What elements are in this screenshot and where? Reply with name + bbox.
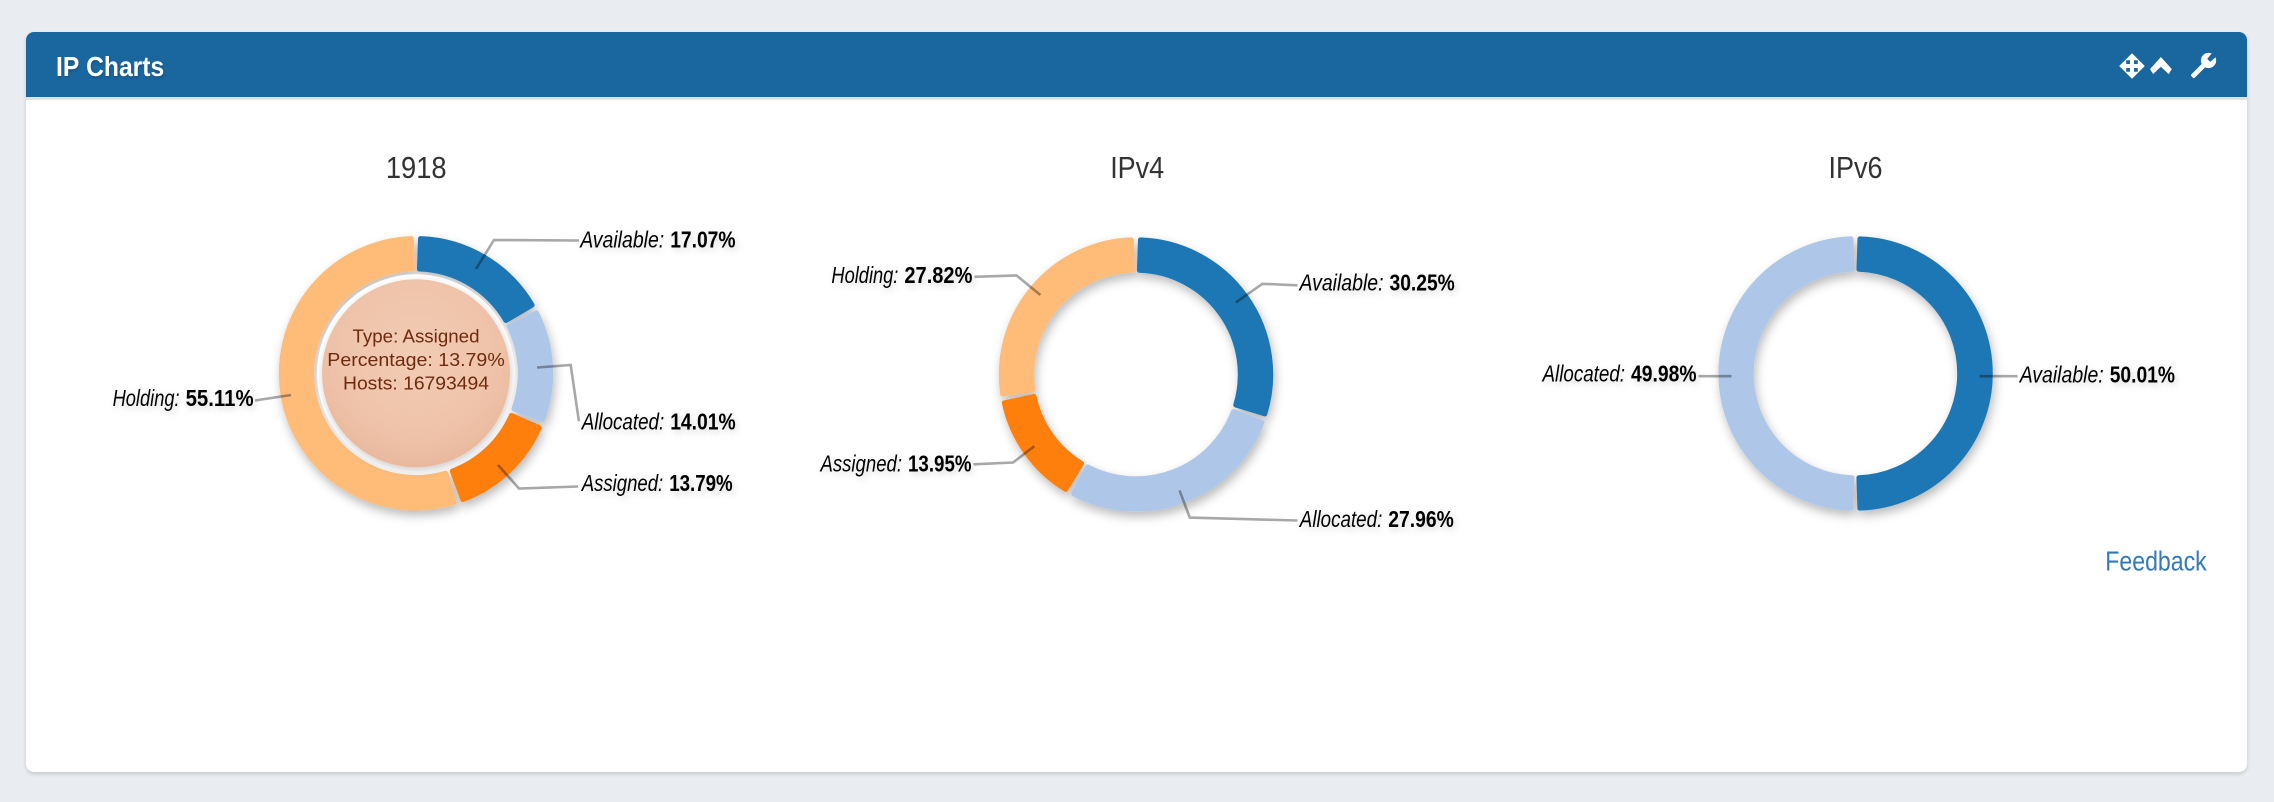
svg-text:30.25%: 30.25% — [1390, 270, 1455, 296]
svg-text:27.82%: 27.82% — [904, 262, 972, 288]
svg-text:Holding:: Holding: — [831, 262, 898, 288]
svg-text:Holding:: Holding: — [113, 385, 180, 411]
svg-text:17.07%: 17.07% — [670, 226, 735, 252]
svg-text:Allocated:: Allocated: — [1298, 506, 1382, 532]
svg-text:50.01%: 50.01% — [2110, 362, 2175, 388]
svg-text:Available:: Available: — [1298, 270, 1384, 296]
svg-text:1918: 1918 — [386, 151, 447, 185]
svg-text:13.95%: 13.95% — [908, 450, 972, 476]
svg-text:Available:: Available: — [2018, 362, 2104, 388]
svg-text:Available:: Available: — [579, 226, 665, 252]
svg-text:Allocated:: Allocated: — [580, 409, 664, 435]
svg-text:Type: Assigned: Type: Assigned — [353, 326, 480, 346]
svg-text:14.01%: 14.01% — [670, 409, 736, 435]
svg-text:Percentage: 13.79%: Percentage: 13.79% — [327, 350, 505, 370]
svg-text:55.11%: 55.11% — [186, 385, 254, 411]
svg-text:Hosts: 16793494: Hosts: 16793494 — [343, 373, 489, 393]
svg-text:Allocated:: Allocated: — [1541, 361, 1625, 387]
svg-text:IPv6: IPv6 — [1829, 151, 1883, 185]
svg-text:13.79%: 13.79% — [669, 470, 733, 496]
svg-text:49.98%: 49.98% — [1631, 361, 1697, 387]
svg-text:Assigned:: Assigned: — [819, 450, 902, 476]
svg-text:Feedback: Feedback — [2105, 545, 2207, 576]
svg-text:Assigned:: Assigned: — [580, 470, 663, 496]
svg-text:27.96%: 27.96% — [1388, 506, 1454, 532]
svg-text:IPv4: IPv4 — [1110, 151, 1164, 185]
